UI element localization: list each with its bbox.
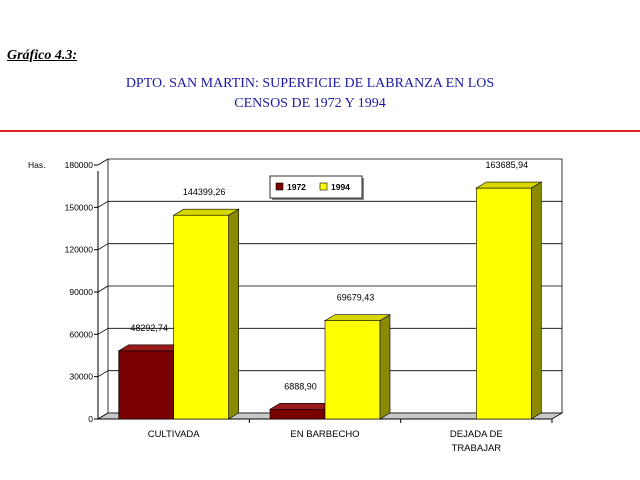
gridline-diagonal [97, 327, 109, 335]
bar-side-1994 [379, 314, 391, 420]
title-divider [0, 130, 640, 132]
data-label: 69679,43 [337, 293, 375, 303]
y-tick-label: 120000 [65, 245, 94, 255]
bar-1972 [118, 350, 174, 420]
gridline-diagonal [97, 370, 109, 378]
bar-1994 [324, 320, 381, 420]
y-tick-label: 0 [88, 414, 93, 424]
data-label: 144399,26 [183, 187, 226, 197]
figure-caption: Gráfico 4.3: [7, 48, 77, 63]
gridline-diagonal [97, 200, 109, 208]
x-tick-label: CULTIVADA [148, 429, 201, 440]
y-tick-label: 30000 [69, 372, 93, 382]
gridline-diagonal [97, 285, 109, 293]
data-label: 6888,90 [284, 381, 317, 391]
bar-top-1994 [475, 181, 543, 189]
bar-1972 [269, 408, 326, 420]
y-tick-label: 180000 [65, 160, 94, 170]
bar-1994 [173, 214, 229, 420]
chart-title-line-1: DPTO. SAN MARTIN: SUPERFICIE DE LABRANZA… [125, 76, 495, 91]
y-tick-label: 60000 [69, 329, 93, 339]
bar-side-1994 [228, 208, 239, 420]
bar-side-1994 [531, 181, 542, 420]
bar-top-1994 [172, 208, 240, 216]
y-axis-label: Has. [28, 160, 45, 170]
legend-label: 1994 [331, 182, 350, 192]
y-tick-label: 150000 [65, 202, 94, 212]
bar-chart: 0 30000 60000 90000 120000 150000 180000 Has. CU… [28, 158, 564, 454]
chart-title-line-2: CENSOS DE 1972 Y 1994 [234, 96, 386, 111]
legend-label: 1972 [287, 182, 306, 192]
x-tick-label: DEJADA DE [450, 429, 503, 440]
x-tick-label: EN BARBECHO [290, 429, 359, 440]
legend-swatch-1994 [319, 182, 328, 191]
x-tick-label: TRABAJAR [452, 443, 502, 454]
data-label: 48292,74 [130, 323, 168, 333]
y-tick-label: 90000 [69, 287, 93, 297]
data-label: 163685,94 [486, 160, 529, 170]
bar-top-1994 [323, 314, 392, 321]
bar-1994 [476, 187, 532, 420]
gridline-diagonal [97, 158, 109, 166]
gridline-diagonal [97, 243, 109, 251]
legend-swatch-1972 [275, 182, 284, 191]
legend-box [269, 175, 363, 199]
